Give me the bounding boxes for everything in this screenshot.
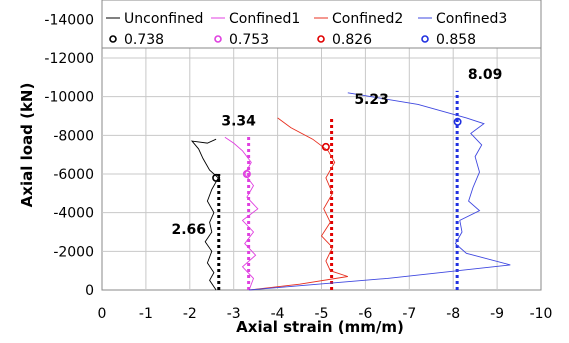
- series-line: [224, 136, 259, 291]
- y-tick-label: 0: [85, 283, 94, 299]
- y-tick-label: -14000: [44, 12, 94, 28]
- vertical-line-label: 5.23: [354, 92, 389, 108]
- x-tick-label: -8: [446, 306, 460, 322]
- legend-marker-swatch: [214, 35, 222, 43]
- series-layer: [190, 92, 511, 291]
- x-tick-label: -6: [358, 306, 372, 322]
- series-line: [190, 138, 219, 291]
- vertical-line-labels: 2.66 3.34 5.23 8.09: [172, 67, 503, 238]
- y-tick-label: -10000: [44, 90, 94, 106]
- marker-point: [212, 173, 221, 182]
- legend-marker-label: 0.826: [332, 32, 372, 48]
- x-tick-label: -9: [490, 306, 504, 322]
- y-axis-label: Axial load (kN): [18, 83, 36, 208]
- x-tick-label: -7: [402, 306, 416, 322]
- x-tick-label: 0: [98, 306, 107, 322]
- marker-point: [321, 142, 330, 151]
- vertical-line-label: 8.09: [468, 67, 503, 83]
- legend: Unconfined Confined1 Confined2 Confined3 0.7…: [101, 0, 542, 49]
- x-tick-label: -1: [139, 306, 153, 322]
- vertical-line-label: 2.66: [172, 222, 207, 238]
- legend-series-label: Confined1: [229, 11, 300, 27]
- series-line: [249, 117, 348, 291]
- markers-layer: [212, 117, 462, 182]
- legend-series-label: Confined3: [436, 11, 507, 27]
- legend-series-label: Unconfined: [124, 11, 203, 27]
- y-tick-label: -4000: [53, 206, 94, 222]
- legend-marker-swatch: [421, 35, 429, 43]
- vertical-lines: [217, 90, 459, 290]
- x-tick-label: -10: [530, 306, 553, 322]
- x-tick-label: -2: [183, 306, 197, 322]
- legend-marker-label: 0.738: [124, 32, 164, 48]
- y-tick-label: -12000: [44, 51, 94, 67]
- legend-marker-label: 0.858: [436, 32, 476, 48]
- y-tick-label: -8000: [53, 128, 94, 144]
- legend-marker-label: 0.753: [229, 32, 269, 48]
- tick-labels: 0 -1 -2 -3 -4 -5 -6 -7 -8 -9 -10 0 -2000 -4000 -6000 -8…: [44, 12, 552, 322]
- y-tick-label: -6000: [53, 167, 94, 183]
- legend-marker-swatch: [109, 35, 117, 43]
- x-tick-label: -5: [315, 306, 329, 322]
- legend-box: [101, 0, 542, 49]
- marker-point: [453, 117, 462, 126]
- y-tick-label: -2000: [53, 244, 94, 260]
- legend-marker-swatch: [317, 35, 325, 43]
- legend-series-label: Confined2: [332, 11, 403, 27]
- x-tick-label: -4: [271, 306, 285, 322]
- marker-point: [242, 170, 251, 179]
- x-axis-label: Axial strain (mm/m): [236, 318, 404, 336]
- series-line: [249, 92, 511, 291]
- x-tick-label: -3: [227, 306, 241, 322]
- vertical-line-label: 3.34: [221, 113, 256, 129]
